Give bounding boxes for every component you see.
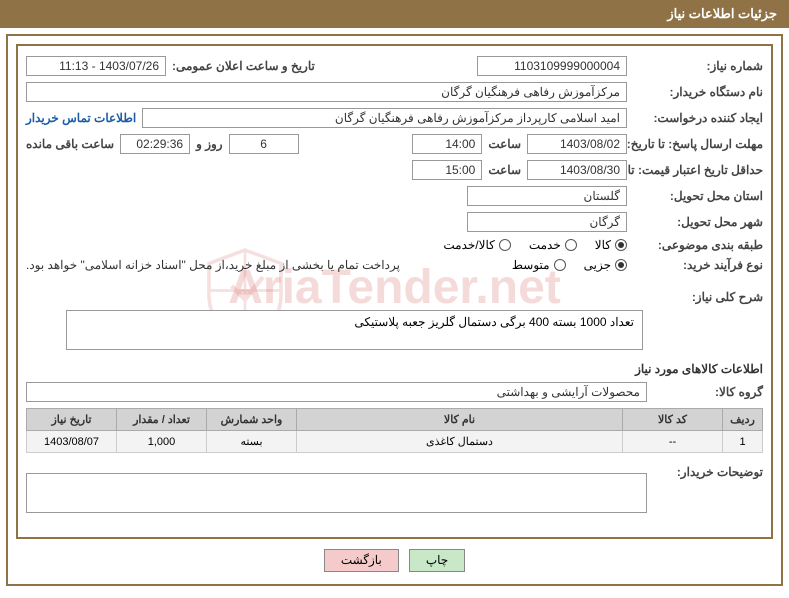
th-code: کد کالا xyxy=(623,409,723,431)
price-validity-date-field: 1403/08/30 xyxy=(527,160,627,180)
buyer-notes-label: توضیحات خریدار: xyxy=(653,465,763,479)
announce-datetime-label: تاریخ و ساعت اعلان عمومی: xyxy=(172,59,315,73)
th-name: نام کالا xyxy=(297,409,623,431)
category-label: طبقه بندی موضوعی: xyxy=(633,238,763,252)
goods-group-label: گروه کالا: xyxy=(653,385,763,399)
announce-datetime-field: 1403/07/26 - 11:13 xyxy=(26,56,166,76)
time-label-1: ساعت xyxy=(488,137,521,151)
requester-label: ایجاد کننده درخواست: xyxy=(633,111,763,125)
th-unit: واحد شمارش xyxy=(207,409,297,431)
delivery-province-label: استان محل تحویل: xyxy=(633,189,763,203)
reply-date-field: 1403/08/02 xyxy=(527,134,627,154)
need-number-label: شماره نیاز: xyxy=(633,59,763,73)
general-desc-field: تعداد 1000 بسته 400 برگی دستمال گلریز جع… xyxy=(66,310,643,350)
td-need-date: 1403/08/07 xyxy=(27,431,117,453)
page-header: جزئیات اطلاعات نیاز xyxy=(0,0,789,28)
td-name: دستمال کاغذی xyxy=(297,431,623,453)
delivery-city-field: گرگان xyxy=(467,212,627,232)
radio-goods-service[interactable]: کالا/خدمت xyxy=(443,238,510,252)
buyer-org-label: نام دستگاه خریدار: xyxy=(633,85,763,99)
radio-medium[interactable]: متوسط xyxy=(512,258,566,272)
need-number-field: 1103109999000004 xyxy=(477,56,627,76)
buyer-contact-link[interactable]: اطلاعات تماس خریدار xyxy=(26,111,136,125)
td-code: -- xyxy=(623,431,723,453)
category-radio-group: کالا خدمت کالا/خدمت xyxy=(443,238,627,252)
td-row: 1 xyxy=(723,431,763,453)
delivery-city-label: شهر محل تحویل: xyxy=(633,215,763,229)
radio-goods-service-label: کالا/خدمت xyxy=(443,238,494,252)
payment-note: پرداخت تمام یا بخشی از مبلغ خرید،از محل … xyxy=(26,258,400,272)
goods-section-title: اطلاعات کالاهای مورد نیاز xyxy=(26,362,763,376)
buyer-notes-field xyxy=(26,473,647,513)
radio-medium-label: متوسط xyxy=(512,258,550,272)
days-remaining-field: 6 xyxy=(229,134,299,154)
buyer-org-field: مرکزآموزش رفاهی فرهنگیان گرگان xyxy=(26,82,627,102)
radio-service[interactable]: خدمت xyxy=(529,238,577,252)
reply-deadline-label: مهلت ارسال پاسخ: تا تاریخ: xyxy=(633,137,763,151)
price-validity-time-field: 15:00 xyxy=(412,160,482,180)
remaining-label: ساعت باقی مانده xyxy=(26,137,114,151)
countdown-field: 02:29:36 xyxy=(120,134,190,154)
purchase-type-radio-group: جزیی متوسط xyxy=(512,258,627,272)
inner-container: شماره نیاز: 1103109999000004 تاریخ و ساع… xyxy=(16,44,773,539)
td-unit: بسته xyxy=(207,431,297,453)
td-qty: 1,000 xyxy=(117,431,207,453)
th-need-date: تاریخ نیاز xyxy=(27,409,117,431)
time-label-2: ساعت xyxy=(488,163,521,177)
print-button[interactable]: چاپ xyxy=(409,549,465,572)
radio-partial-label: جزیی xyxy=(584,258,611,272)
radio-goods-label: کالا xyxy=(595,238,611,252)
radio-service-label: خدمت xyxy=(529,238,561,252)
days-label: روز و xyxy=(196,137,223,151)
requester-field: امید اسلامی کارپرداز مرکزآموزش رفاهی فره… xyxy=(142,108,627,128)
table-row: 1 -- دستمال کاغذی بسته 1,000 1403/08/07 xyxy=(27,431,763,453)
delivery-province-field: گلستان xyxy=(467,186,627,206)
th-row: ردیف xyxy=(723,409,763,431)
radio-partial[interactable]: جزیی xyxy=(584,258,627,272)
radio-goods[interactable]: کالا xyxy=(595,238,627,252)
general-desc-label: شرح کلی نیاز: xyxy=(653,290,763,304)
outer-container: شماره نیاز: 1103109999000004 تاریخ و ساع… xyxy=(6,34,783,586)
purchase-type-label: نوع فرآیند خرید: xyxy=(633,258,763,272)
price-validity-label: حداقل تاریخ اعتبار قیمت: تا تاریخ: xyxy=(633,163,763,177)
back-button[interactable]: بازگشت xyxy=(324,549,399,572)
goods-group-field: محصولات آرایشی و بهداشتی xyxy=(26,382,647,402)
goods-table: ردیف کد کالا نام کالا واحد شمارش تعداد /… xyxy=(26,408,763,453)
th-qty: تعداد / مقدار xyxy=(117,409,207,431)
reply-time-field: 14:00 xyxy=(412,134,482,154)
